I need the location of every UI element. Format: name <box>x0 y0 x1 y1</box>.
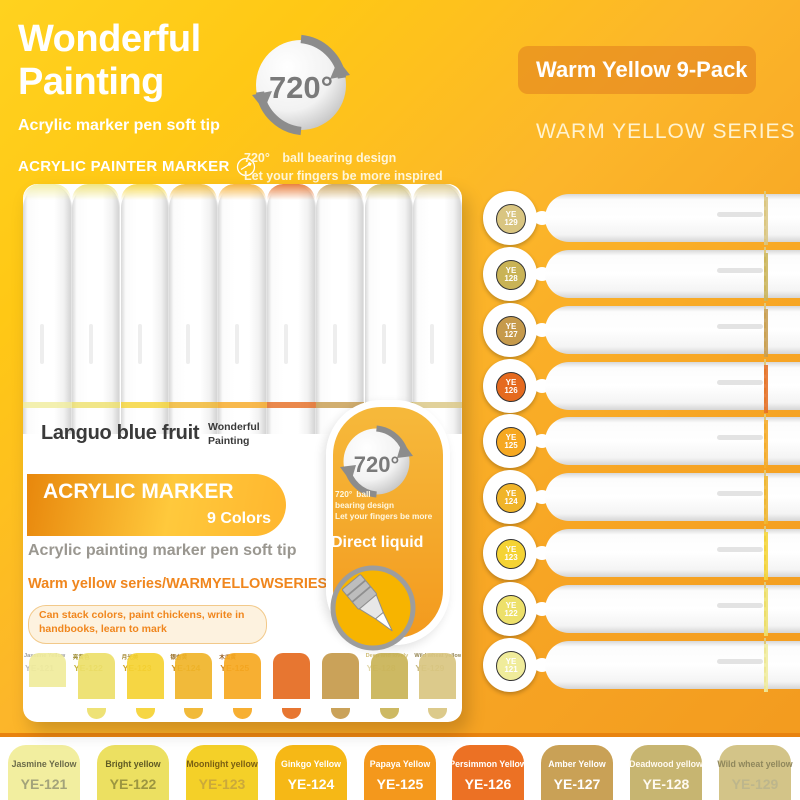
svg-text:720°: 720° <box>354 452 400 477</box>
